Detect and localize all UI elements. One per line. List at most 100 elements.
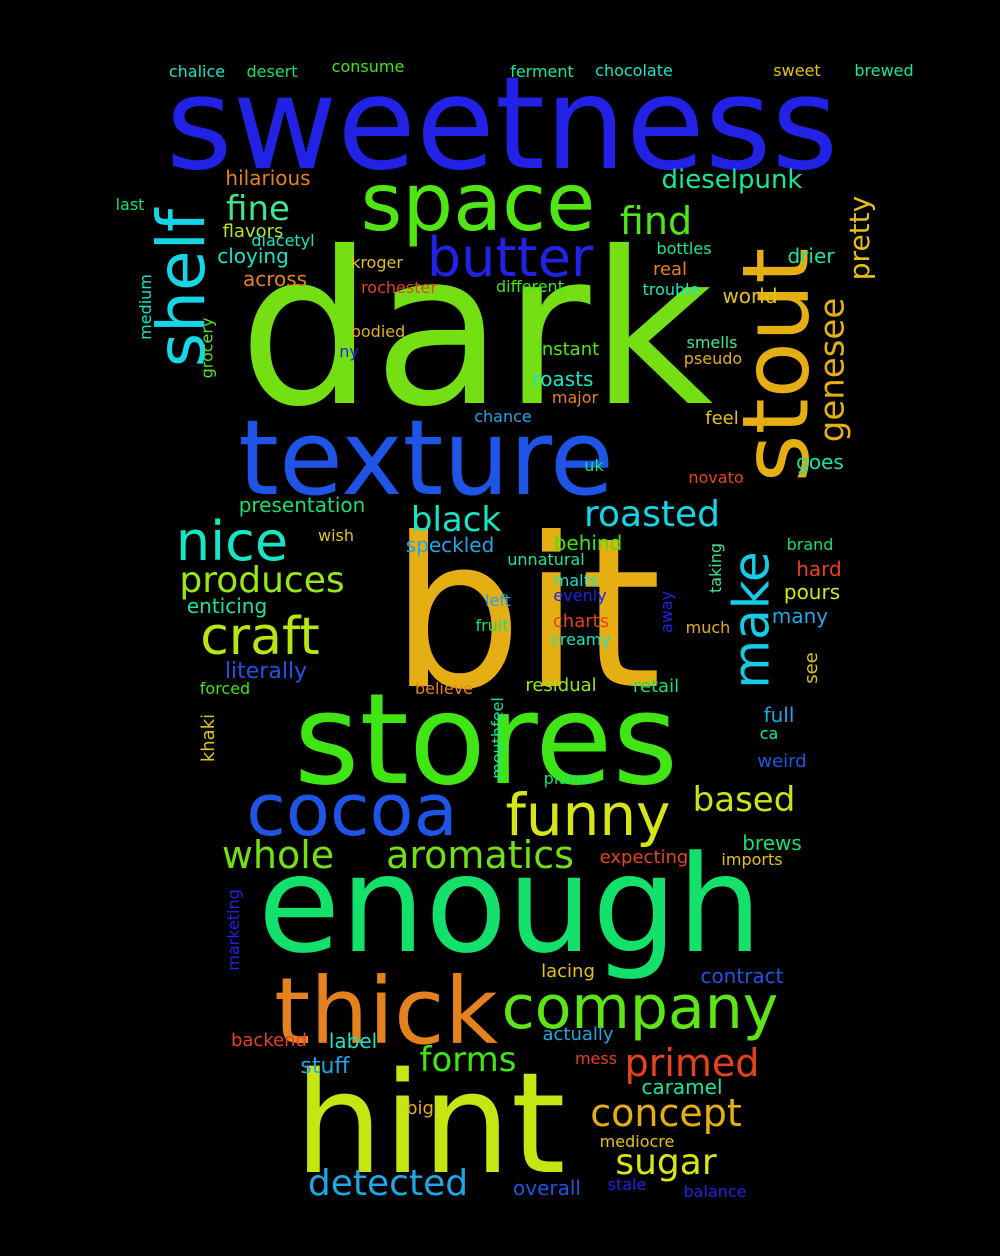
word-actually: actually — [542, 1024, 614, 1045]
word-goes: goes — [796, 450, 844, 474]
word-bit: bit — [390, 494, 662, 736]
word-marketing: marketing — [224, 889, 243, 971]
word-plums: plums — [543, 769, 593, 788]
word-genesee: genesee — [812, 297, 852, 443]
word-lacing: lacing — [541, 961, 595, 982]
word-consume: consume — [331, 57, 405, 76]
word-space: space — [360, 156, 596, 249]
word-overall: overall — [513, 1176, 581, 1200]
word-instant: instant — [536, 339, 600, 360]
word-chocolate: chocolate — [595, 61, 673, 80]
word-real: real — [652, 259, 688, 280]
word-believe: believe — [414, 679, 474, 698]
word-desert: desert — [246, 62, 298, 81]
word-chalice: chalice — [168, 62, 226, 81]
word-speckled: speckled — [405, 533, 495, 557]
word-ny: ny — [339, 342, 359, 361]
word-roasted: roasted — [584, 494, 720, 535]
word-cocoa: cocoa — [246, 768, 458, 852]
word-funny: funny — [505, 781, 671, 849]
word-residual: residual — [525, 675, 597, 696]
word-across: across — [242, 267, 308, 291]
word-presentation: presentation — [238, 493, 366, 517]
word-grocery: grocery — [196, 317, 216, 379]
word-bodied: bodied — [350, 322, 406, 341]
word-khaki: khaki — [197, 713, 219, 763]
word-contract: contract — [700, 964, 784, 988]
word-hilarious: hilarious — [225, 166, 311, 190]
word-detected: detected — [307, 1163, 469, 1204]
word-butter: butter — [426, 226, 594, 289]
word-retail: retail — [632, 676, 680, 697]
word-fruit: fruit — [475, 616, 509, 635]
word-mess: mess — [574, 1049, 618, 1068]
word-uk: uk — [584, 456, 604, 475]
word-backend: backend — [230, 1030, 308, 1051]
word-weird: weird — [757, 751, 807, 772]
word-thick: thick — [274, 958, 498, 1065]
word-enough: enough — [257, 827, 763, 983]
word-many: many — [771, 604, 829, 628]
word-novato: novato — [688, 468, 744, 487]
word-stale: stale — [607, 1175, 647, 1194]
word-texture: texture — [238, 397, 614, 519]
word-big: big — [406, 1098, 434, 1119]
word-forms: forms — [419, 1040, 517, 1080]
word-behind: behind — [553, 531, 623, 555]
word-much: much — [685, 618, 731, 637]
word-hard: hard — [796, 557, 842, 581]
word-mouthfeel: mouthfeel — [487, 697, 507, 779]
word-unnatural: unnatural — [507, 550, 585, 569]
word-concept: concept — [590, 1091, 742, 1135]
word-sugar: sugar — [615, 1142, 717, 1183]
word-caramel: caramel — [641, 1075, 723, 1099]
word-brand: brand — [786, 535, 834, 554]
word-dieselpunk: dieselpunk — [661, 165, 803, 195]
word-sweet: sweet — [773, 61, 821, 80]
word-expecting: expecting — [599, 847, 689, 868]
word-fine: fine — [226, 189, 290, 229]
word-ferment: ferment — [510, 62, 574, 81]
word-make: make — [723, 551, 781, 689]
word-bottles: bottles — [656, 239, 712, 258]
word-nice: nice — [175, 510, 289, 573]
word-stores: stores — [293, 666, 679, 813]
word-sweetness: sweetness — [165, 50, 839, 199]
word-enticing: enticing — [186, 594, 268, 618]
word-flavors: flavors — [222, 221, 284, 242]
word-diacetyl: diacetyl — [251, 231, 315, 250]
word-hint: hint — [294, 1043, 566, 1206]
word-craft: craft — [200, 607, 320, 667]
word-based: based — [692, 780, 796, 820]
word-different: different — [496, 277, 564, 296]
word-left: left — [485, 591, 511, 610]
word-wish: wish — [317, 526, 354, 545]
word-last: last — [115, 195, 145, 214]
word-forced: forced — [199, 679, 251, 698]
word-brews: brews — [742, 831, 802, 855]
word-pretty: pretty — [843, 195, 876, 281]
word-smells: smells — [686, 333, 738, 352]
word-whole: whole — [221, 833, 335, 877]
word-stuff: stuff — [300, 1054, 350, 1079]
word-find: find — [619, 199, 693, 243]
word-balance: balance — [683, 1182, 747, 1201]
word-feel: feel — [705, 408, 739, 429]
word-see: see — [801, 652, 822, 684]
word-ca: ca — [759, 724, 779, 743]
word-stout: stout — [721, 247, 829, 483]
word-cloying: cloying — [217, 244, 289, 268]
word-pseudo: pseudo — [683, 349, 743, 368]
word-mediocre: mediocre — [599, 1132, 675, 1151]
word-drier: drier — [787, 244, 835, 268]
word-medium: medium — [135, 274, 155, 340]
word-primed: primed — [624, 1041, 760, 1085]
word-imports: imports — [721, 850, 783, 869]
word-dark: dark — [238, 206, 714, 453]
word-trouble: trouble — [642, 280, 700, 299]
word-aromatics: aromatics — [386, 833, 574, 877]
word-major: major — [551, 388, 599, 407]
word-pours: pours — [783, 580, 841, 604]
word-charts: charts — [552, 611, 610, 632]
word-taking: taking — [706, 542, 725, 594]
